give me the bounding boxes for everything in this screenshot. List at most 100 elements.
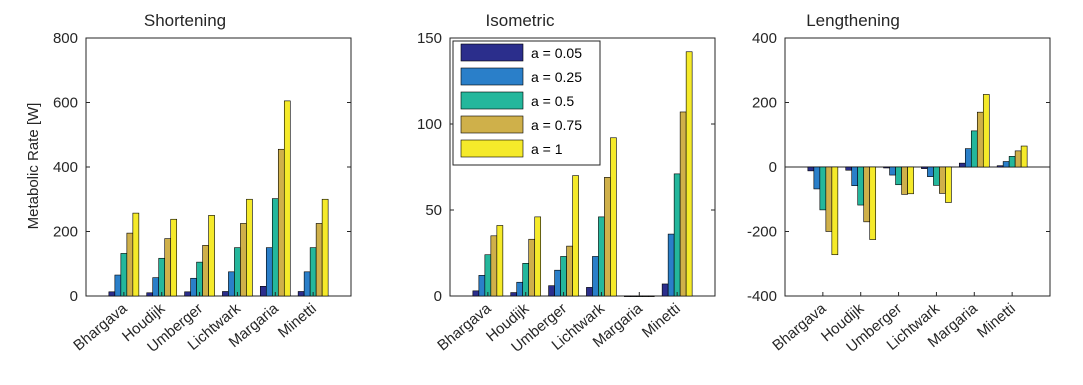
bar bbox=[534, 216, 542, 297]
bar bbox=[315, 223, 323, 297]
bar bbox=[484, 254, 492, 297]
legend: a = 0.05 a = 0.25 a = 0.5 a = 0.75 a = 1 bbox=[452, 40, 601, 166]
bar bbox=[857, 166, 865, 206]
bar bbox=[516, 281, 524, 297]
bar bbox=[202, 245, 209, 297]
bar bbox=[108, 291, 116, 297]
y-tick-label: -200 bbox=[747, 224, 777, 241]
bar bbox=[907, 166, 914, 195]
bar bbox=[190, 277, 197, 297]
bar bbox=[996, 165, 1004, 168]
bar bbox=[170, 218, 178, 297]
bar bbox=[933, 166, 940, 186]
legend-swatch bbox=[460, 43, 524, 62]
bar bbox=[813, 166, 821, 190]
bar bbox=[146, 292, 154, 297]
bar bbox=[510, 292, 518, 297]
bar bbox=[548, 285, 555, 297]
bar bbox=[114, 274, 122, 297]
bar bbox=[490, 235, 498, 297]
bar bbox=[522, 263, 530, 297]
bar bbox=[883, 166, 890, 169]
bar bbox=[472, 290, 480, 297]
bar bbox=[1020, 145, 1028, 168]
bar bbox=[629, 295, 637, 297]
y-tick-label: -400 bbox=[747, 288, 777, 305]
bar bbox=[598, 216, 605, 297]
bar bbox=[228, 271, 235, 297]
x-tick-label: Minetti bbox=[639, 300, 684, 341]
bar bbox=[309, 247, 317, 297]
legend-label: a = 0.25 bbox=[531, 69, 582, 85]
bar bbox=[586, 287, 593, 297]
bar bbox=[895, 166, 902, 186]
bar bbox=[927, 166, 934, 177]
bar bbox=[560, 256, 567, 297]
bar bbox=[528, 238, 536, 297]
bar bbox=[673, 173, 681, 297]
x-tick-label: Bhargava bbox=[769, 300, 830, 355]
bar bbox=[572, 175, 579, 297]
x-tick-label: Bhargava bbox=[434, 300, 495, 355]
y-tick-label: 0 bbox=[434, 288, 442, 305]
bar bbox=[831, 166, 839, 256]
bar bbox=[132, 212, 140, 297]
y-tick-label: 0 bbox=[70, 288, 78, 305]
legend-swatch bbox=[460, 115, 524, 134]
legend-label: a = 1 bbox=[531, 141, 563, 157]
bar bbox=[889, 166, 896, 176]
y-tick-label: 200 bbox=[752, 95, 777, 112]
y-tick-label: 600 bbox=[53, 95, 78, 112]
bar bbox=[825, 166, 833, 232]
legend-swatch bbox=[460, 67, 524, 86]
bar bbox=[976, 111, 984, 168]
y-tick-label: 400 bbox=[752, 30, 777, 47]
legend-label: a = 0.75 bbox=[531, 117, 582, 133]
y-tick-label: 800 bbox=[53, 30, 78, 47]
bar bbox=[164, 238, 172, 297]
bar bbox=[869, 166, 877, 240]
bar bbox=[196, 261, 203, 297]
bar bbox=[863, 166, 871, 223]
y-tick-label: 50 bbox=[425, 202, 442, 219]
bar bbox=[126, 232, 134, 297]
bar bbox=[819, 166, 827, 211]
bar bbox=[851, 166, 859, 187]
bar bbox=[271, 198, 279, 297]
bar bbox=[152, 277, 160, 297]
bar bbox=[265, 247, 273, 297]
bar bbox=[939, 166, 946, 194]
lengthening-panel: Lengthening -400-2000200400BhargavaHoudi… bbox=[747, 11, 1051, 356]
y-axis-label: Metabolic Rate [W] bbox=[25, 103, 42, 230]
bar bbox=[921, 166, 928, 169]
bar bbox=[303, 271, 311, 297]
x-tick-label: Minetti bbox=[974, 300, 1019, 341]
bar bbox=[554, 269, 561, 297]
bar bbox=[208, 215, 215, 297]
y-tick-label: 0 bbox=[769, 159, 777, 176]
bar bbox=[667, 233, 675, 297]
bar bbox=[807, 166, 815, 172]
bar bbox=[259, 286, 267, 297]
plot-area bbox=[449, 37, 716, 297]
bar bbox=[610, 137, 617, 297]
bar bbox=[496, 225, 504, 297]
shortening-panel: Shortening Metabolic Rate [W] 0 200 400 600… bbox=[25, 11, 352, 356]
legend-swatch bbox=[460, 139, 524, 158]
bar bbox=[297, 291, 305, 297]
legend-label: a = 0.05 bbox=[531, 45, 582, 61]
bar bbox=[623, 295, 631, 297]
bar bbox=[970, 130, 978, 168]
chart-title: Isometric bbox=[486, 11, 555, 30]
y-tick-label: 150 bbox=[417, 30, 442, 47]
bar bbox=[234, 247, 241, 297]
bar bbox=[679, 111, 687, 297]
bar bbox=[661, 283, 669, 297]
bar bbox=[845, 166, 853, 171]
bar bbox=[1008, 156, 1016, 168]
bar bbox=[685, 51, 693, 297]
bar bbox=[566, 245, 573, 297]
bar bbox=[982, 94, 990, 168]
bar bbox=[478, 275, 486, 297]
